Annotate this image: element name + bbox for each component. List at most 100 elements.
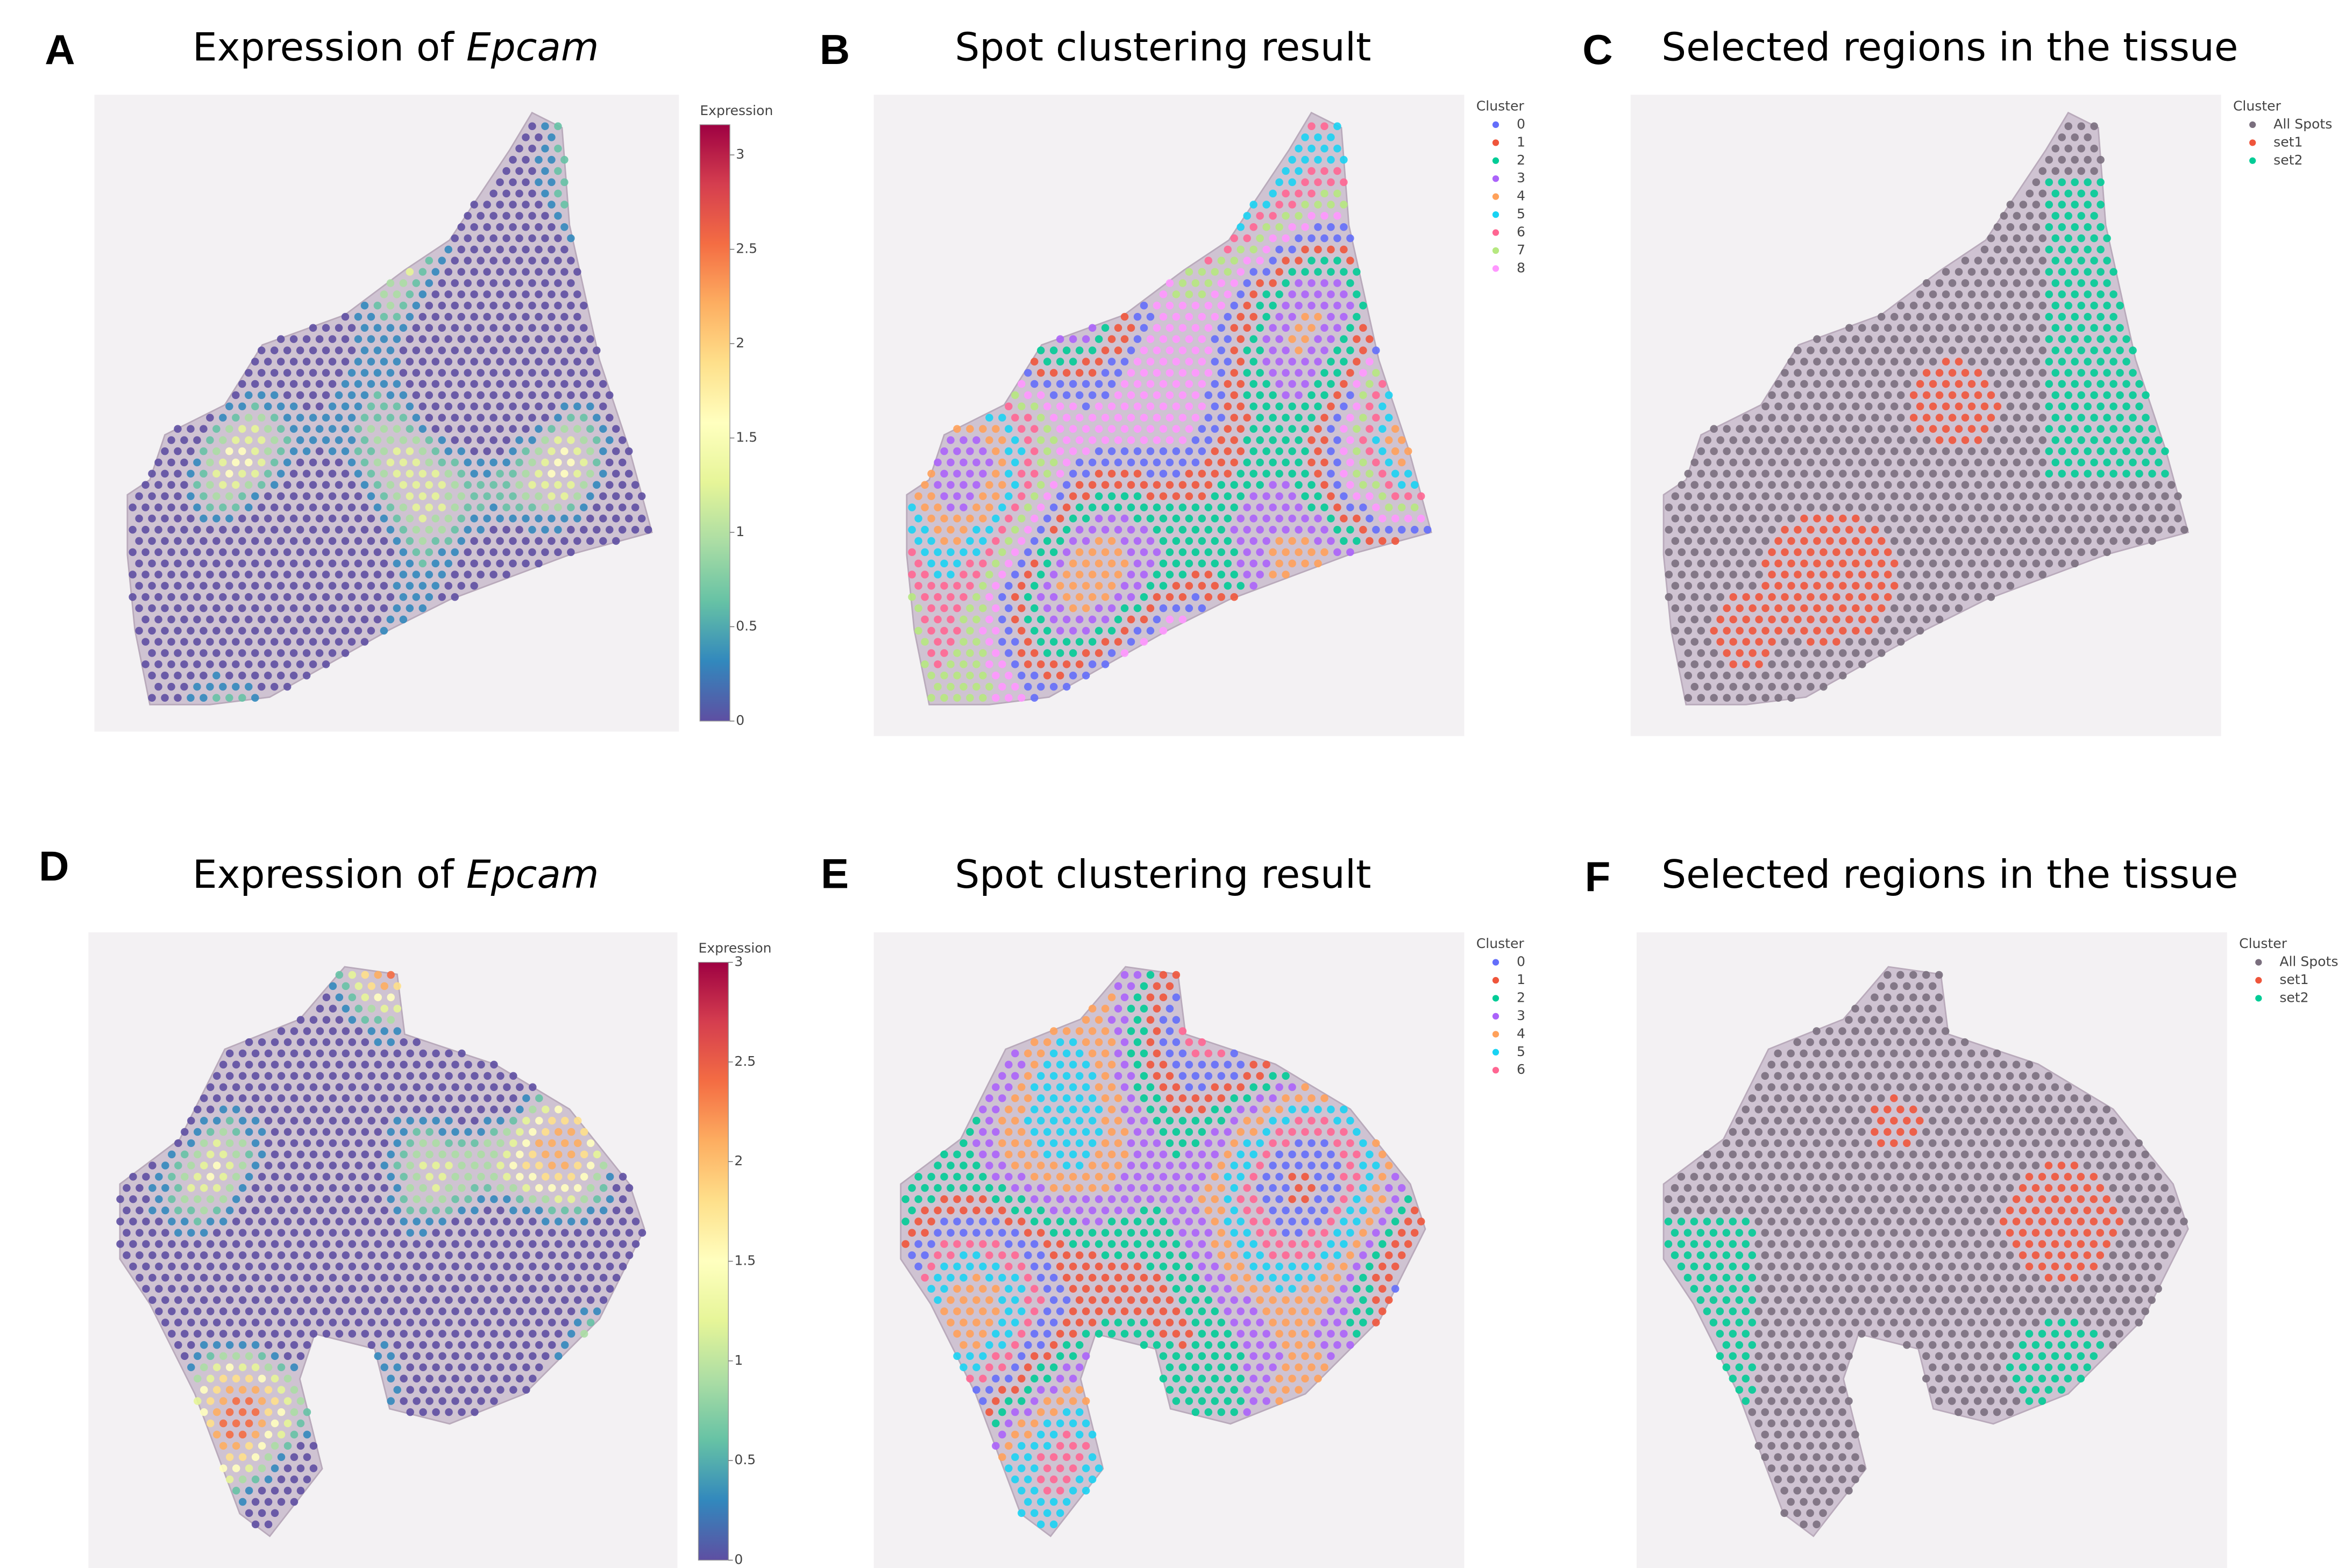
spot bbox=[245, 458, 253, 467]
spot bbox=[367, 582, 375, 590]
spot bbox=[289, 402, 298, 411]
spot bbox=[342, 1139, 350, 1148]
spot bbox=[161, 649, 169, 657]
spot bbox=[2122, 537, 2130, 545]
spot bbox=[2019, 268, 2028, 276]
spot bbox=[1075, 571, 1084, 579]
spot bbox=[1327, 425, 1335, 433]
spot bbox=[194, 1105, 202, 1114]
spot bbox=[251, 1251, 260, 1259]
spot bbox=[1301, 559, 1309, 568]
spot bbox=[2103, 525, 2111, 534]
spot bbox=[374, 1307, 382, 1315]
spot bbox=[283, 481, 292, 489]
spot bbox=[400, 1038, 408, 1046]
spot bbox=[484, 1206, 492, 1215]
spot bbox=[972, 1139, 980, 1148]
spot bbox=[276, 447, 285, 455]
spot bbox=[1088, 1094, 1097, 1102]
spot bbox=[238, 492, 246, 500]
spot bbox=[1826, 626, 1834, 635]
spot bbox=[238, 514, 246, 523]
spot bbox=[296, 1105, 305, 1114]
spot bbox=[418, 537, 427, 545]
spot bbox=[148, 1184, 157, 1192]
spot bbox=[386, 525, 395, 534]
spot bbox=[2109, 492, 2117, 500]
spot bbox=[1353, 402, 1361, 411]
spot bbox=[361, 1285, 369, 1293]
spot bbox=[1320, 458, 1328, 467]
spot bbox=[2109, 312, 2117, 321]
spot bbox=[1366, 380, 1374, 388]
spot bbox=[580, 1173, 588, 1181]
spot bbox=[277, 1161, 286, 1170]
spot bbox=[290, 1251, 299, 1259]
spot bbox=[1768, 660, 1776, 668]
spot bbox=[458, 1318, 466, 1327]
spot bbox=[451, 525, 459, 534]
spot bbox=[194, 1374, 202, 1382]
spot bbox=[2019, 245, 2028, 254]
spot bbox=[2097, 335, 2105, 343]
spot bbox=[631, 525, 639, 534]
spot bbox=[412, 324, 421, 332]
spot bbox=[483, 201, 491, 209]
spot bbox=[1755, 615, 1763, 624]
spot bbox=[998, 660, 1006, 668]
spot bbox=[232, 481, 240, 489]
spot bbox=[1088, 638, 1097, 646]
spot bbox=[309, 1105, 318, 1114]
spot bbox=[516, 1307, 524, 1315]
spot bbox=[921, 615, 929, 624]
spot bbox=[2071, 290, 2079, 298]
spot bbox=[554, 481, 562, 489]
spot bbox=[1826, 447, 1834, 455]
spot bbox=[503, 1352, 511, 1360]
spot bbox=[380, 626, 388, 635]
spot bbox=[1031, 604, 1039, 612]
spot bbox=[271, 1217, 279, 1225]
spot bbox=[161, 559, 169, 568]
spot bbox=[1095, 335, 1103, 343]
spot bbox=[1307, 1139, 1316, 1148]
spot bbox=[1249, 514, 1257, 523]
spot bbox=[612, 469, 620, 478]
spot bbox=[2045, 290, 2053, 298]
spot bbox=[283, 1038, 292, 1046]
spot bbox=[187, 1273, 195, 1282]
spot bbox=[400, 1263, 408, 1271]
spot bbox=[212, 537, 221, 545]
spot bbox=[2019, 358, 2028, 366]
spot bbox=[1359, 346, 1367, 354]
spot bbox=[554, 167, 562, 175]
spot bbox=[1346, 279, 1354, 287]
spot bbox=[374, 1240, 382, 1248]
spot bbox=[315, 380, 324, 388]
spot bbox=[1690, 525, 1699, 534]
spot bbox=[1684, 626, 1693, 635]
spot bbox=[1114, 525, 1122, 534]
panel-letter: A bbox=[45, 26, 75, 73]
spot bbox=[141, 615, 150, 624]
spot bbox=[1088, 660, 1097, 668]
spot bbox=[1211, 335, 1219, 343]
spot bbox=[1062, 660, 1071, 668]
spot bbox=[470, 447, 478, 455]
spot bbox=[354, 1027, 363, 1035]
spot bbox=[471, 1273, 479, 1282]
spot bbox=[1107, 335, 1116, 343]
spot bbox=[1095, 1038, 1103, 1046]
spot bbox=[1922, 414, 1931, 422]
spot bbox=[1153, 324, 1161, 332]
spot bbox=[535, 245, 543, 254]
spot bbox=[484, 1296, 492, 1304]
spot bbox=[413, 1397, 421, 1405]
spot bbox=[2109, 447, 2117, 455]
spot bbox=[393, 1184, 401, 1192]
spot bbox=[1120, 312, 1129, 321]
spot bbox=[386, 324, 395, 332]
spot bbox=[451, 1173, 459, 1181]
spot bbox=[1736, 514, 1744, 523]
spot bbox=[1967, 582, 1976, 590]
